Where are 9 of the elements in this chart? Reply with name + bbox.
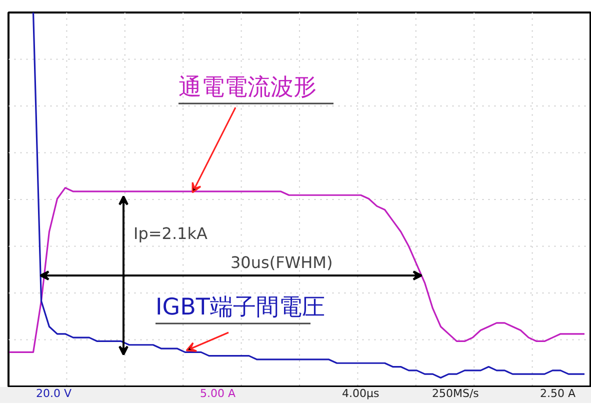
annotation: Ip=2.1kA xyxy=(134,224,208,243)
text: 4.00µs xyxy=(342,387,380,401)
text: 250MS/s xyxy=(432,387,479,401)
series-label: IGBT端子間電圧 xyxy=(156,294,325,320)
annotation: 30us(FWHM) xyxy=(230,253,333,272)
text: 通電電流波形 xyxy=(178,74,316,100)
text: 2.50 A xyxy=(540,387,576,401)
text: 20.0 V xyxy=(36,387,72,401)
text: 5.00 A xyxy=(200,387,236,401)
